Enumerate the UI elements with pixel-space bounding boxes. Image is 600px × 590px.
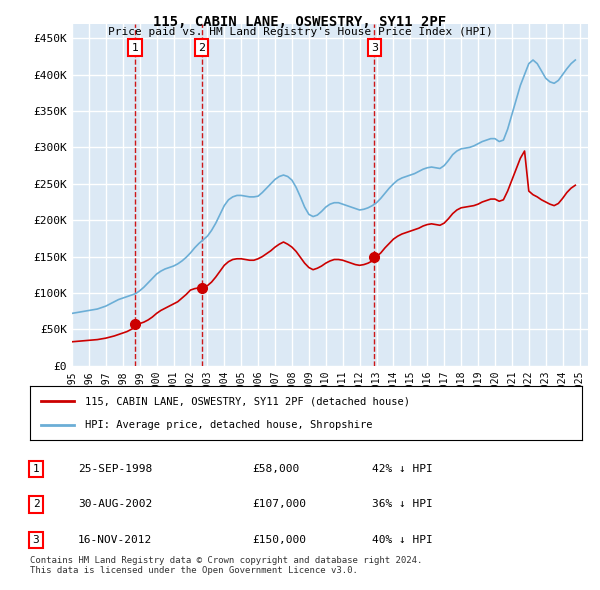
Text: 115, CABIN LANE, OSWESTRY, SY11 2PF (detached house): 115, CABIN LANE, OSWESTRY, SY11 2PF (det… xyxy=(85,396,410,407)
Text: 2: 2 xyxy=(32,500,40,509)
Text: 36% ↓ HPI: 36% ↓ HPI xyxy=(372,500,433,509)
Text: 3: 3 xyxy=(371,42,378,53)
Text: 25-SEP-1998: 25-SEP-1998 xyxy=(78,464,152,474)
Text: £107,000: £107,000 xyxy=(252,500,306,509)
Text: 115, CABIN LANE, OSWESTRY, SY11 2PF: 115, CABIN LANE, OSWESTRY, SY11 2PF xyxy=(154,15,446,29)
Text: Contains HM Land Registry data © Crown copyright and database right 2024.
This d: Contains HM Land Registry data © Crown c… xyxy=(30,556,422,575)
Text: £58,000: £58,000 xyxy=(252,464,299,474)
Text: 1: 1 xyxy=(32,464,40,474)
Text: 2: 2 xyxy=(198,42,205,53)
Text: 42% ↓ HPI: 42% ↓ HPI xyxy=(372,464,433,474)
Text: HPI: Average price, detached house, Shropshire: HPI: Average price, detached house, Shro… xyxy=(85,419,373,430)
Text: Price paid vs. HM Land Registry's House Price Index (HPI): Price paid vs. HM Land Registry's House … xyxy=(107,27,493,37)
Text: 30-AUG-2002: 30-AUG-2002 xyxy=(78,500,152,509)
Text: 40% ↓ HPI: 40% ↓ HPI xyxy=(372,535,433,545)
Text: 3: 3 xyxy=(32,535,40,545)
Text: 16-NOV-2012: 16-NOV-2012 xyxy=(78,535,152,545)
Text: 1: 1 xyxy=(131,42,139,53)
Text: £150,000: £150,000 xyxy=(252,535,306,545)
